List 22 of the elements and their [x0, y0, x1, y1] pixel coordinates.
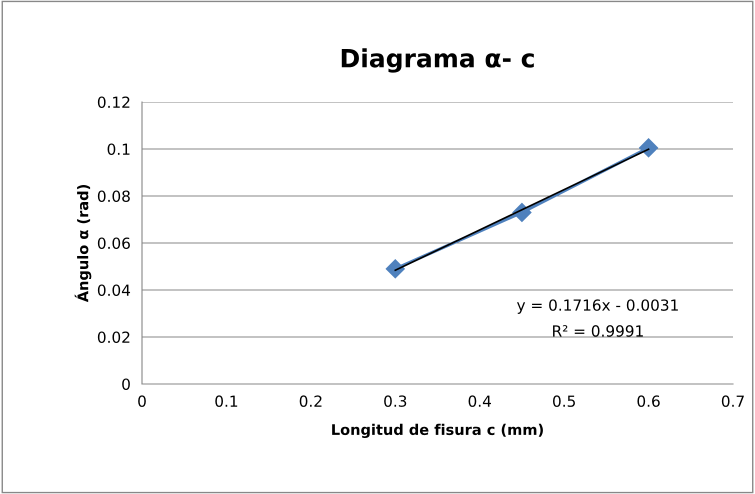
x-tick-label: 0.6: [637, 395, 660, 407]
annotation: R² = 0.9991: [553, 325, 643, 337]
x-tick-label: 0: [138, 395, 146, 407]
y-tick-label: 0: [122, 378, 130, 390]
x-tick-label: 0.2: [300, 395, 322, 407]
y-axis-title: Ángulo α (rad): [74, 185, 92, 302]
x-axis-title: Longitud de fisura c (mm): [332, 424, 543, 438]
point: [639, 138, 658, 158]
y-tick-label: 0.12: [98, 96, 130, 108]
x-tick-label: 0.4: [468, 395, 492, 407]
point: [386, 259, 405, 278]
chart-title: Diagrama α- c: [342, 48, 534, 73]
y-tick-label: 0.04: [98, 284, 130, 296]
y-tick-label: 0.06: [98, 237, 130, 250]
y-tick-label: 0.1: [108, 143, 130, 156]
y-tick-label: 0.08: [98, 190, 130, 202]
y-tick-label: 0.02: [98, 331, 130, 344]
x-tick-label: 0.7: [722, 395, 744, 407]
x-tick-label: 0.1: [215, 395, 238, 407]
annotation: y = 0.1716x - 0.0031: [517, 299, 678, 314]
x-tick-label: 0.5: [553, 395, 575, 407]
x-tick-label: 0.3: [384, 395, 406, 407]
